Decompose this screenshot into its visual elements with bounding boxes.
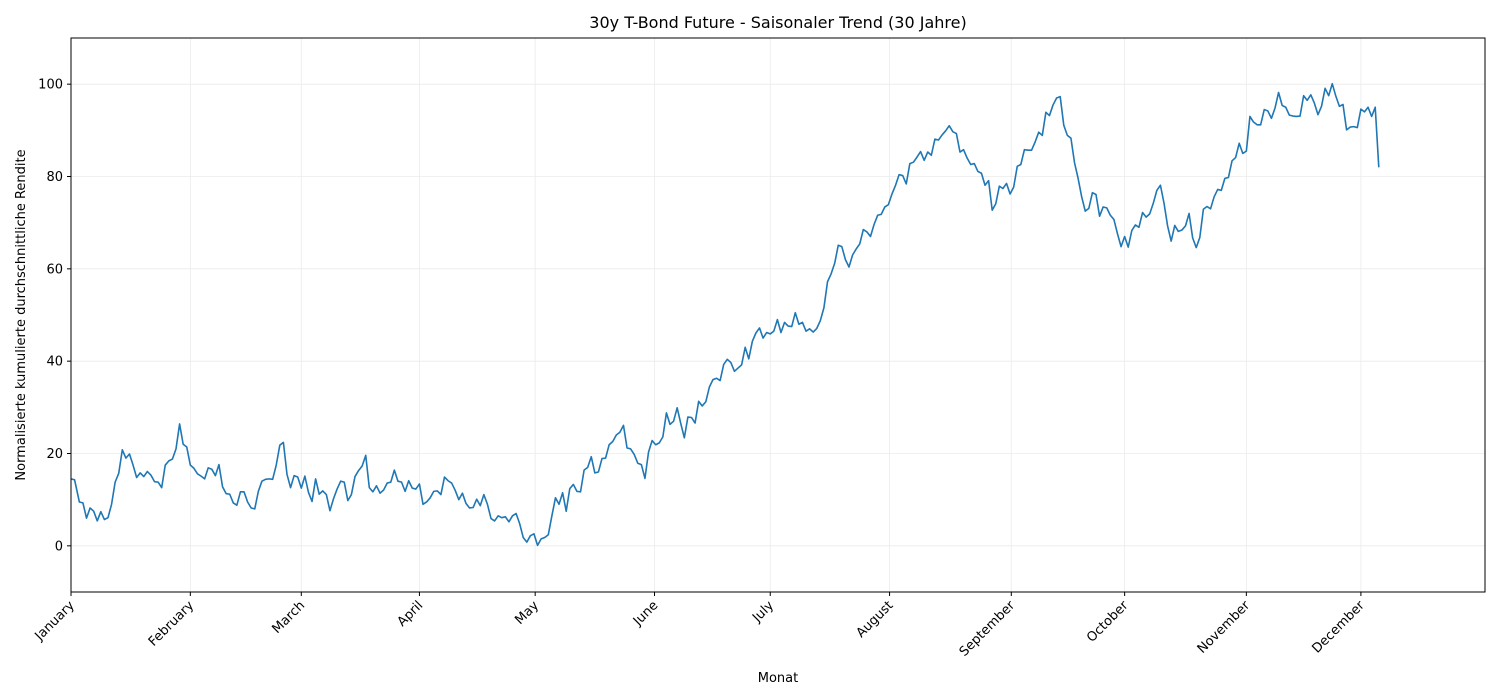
y-axis-title: Normalisierte kumulierte durchschnittlic…: [14, 149, 29, 480]
y-tick-label: 80: [46, 170, 63, 185]
series-line: [70, 82, 1380, 547]
y-tick-label: 40: [46, 355, 63, 370]
x-axis-title: Monat: [758, 671, 798, 686]
y-tick-label: 0: [55, 539, 63, 554]
y-tick-label: 20: [46, 447, 63, 462]
grid-layer: [70, 38, 1485, 592]
chart-title: 30y T-Bond Future - Saisonaler Trend (30…: [589, 13, 966, 32]
plot-frame: [70, 37, 1486, 593]
series-layer: [70, 82, 1380, 547]
y-tick-label: 100: [38, 78, 63, 93]
y-tick-label: 60: [46, 262, 63, 277]
